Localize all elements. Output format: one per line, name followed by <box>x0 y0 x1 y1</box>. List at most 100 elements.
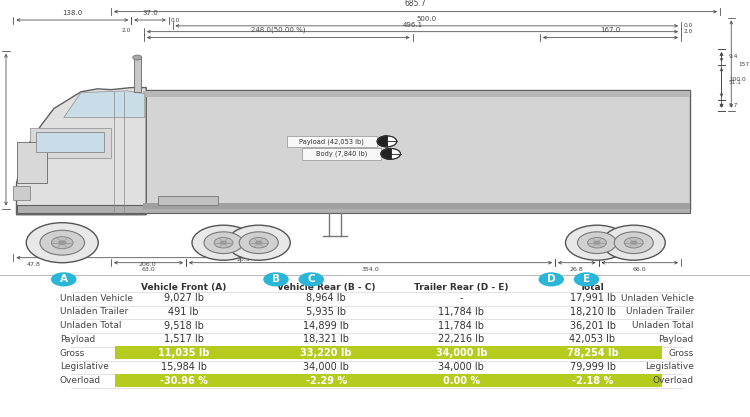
Text: 25.5: 25.5 <box>236 257 250 262</box>
Text: 0.0: 0.0 <box>171 18 180 23</box>
Bar <box>142 91 690 97</box>
Text: 11,784 lb: 11,784 lb <box>438 321 485 331</box>
Text: 2.0: 2.0 <box>122 28 130 33</box>
Bar <box>142 90 690 208</box>
Circle shape <box>574 272 599 286</box>
Text: 33,220 lb: 33,220 lb <box>301 348 352 358</box>
Circle shape <box>538 272 564 286</box>
Circle shape <box>249 237 268 248</box>
Bar <box>142 203 690 208</box>
Text: 34,000 lb: 34,000 lb <box>303 362 350 372</box>
Bar <box>115 374 662 387</box>
Text: 36,201 lb: 36,201 lb <box>569 321 616 331</box>
Text: Unladen Vehicle: Unladen Vehicle <box>60 294 133 303</box>
Text: 167.0: 167.0 <box>600 28 621 33</box>
Text: Vehicle Rear (B - C): Vehicle Rear (B - C) <box>277 283 376 292</box>
Text: -2.29 %: -2.29 % <box>306 376 347 386</box>
Text: C: C <box>308 274 315 284</box>
Text: 34,000 lb: 34,000 lb <box>438 362 485 372</box>
Circle shape <box>214 237 233 248</box>
Text: 18,210 lb: 18,210 lb <box>569 307 616 317</box>
Text: Gross: Gross <box>60 349 86 358</box>
Circle shape <box>220 241 227 245</box>
FancyBboxPatch shape <box>286 136 377 147</box>
Text: 9.4: 9.4 <box>729 55 738 59</box>
Text: 157.1: 157.1 <box>739 62 750 66</box>
Circle shape <box>239 232 278 254</box>
Circle shape <box>578 232 616 254</box>
Text: 496.1: 496.1 <box>403 22 422 28</box>
Text: -30.96 %: -30.96 % <box>160 376 208 386</box>
Text: 66.0: 66.0 <box>633 267 646 272</box>
Text: Overload: Overload <box>60 376 101 385</box>
Text: 9,027 lb: 9,027 lb <box>164 293 204 303</box>
Polygon shape <box>377 136 387 147</box>
Text: 42,053 lb: 42,053 lb <box>569 334 616 344</box>
Text: Unladen Total: Unladen Total <box>632 321 694 330</box>
Text: 100.0: 100.0 <box>729 78 746 82</box>
Circle shape <box>51 272 76 286</box>
Text: 11,035 lb: 11,035 lb <box>158 348 209 358</box>
Polygon shape <box>64 91 145 118</box>
Text: 5.7: 5.7 <box>729 103 738 108</box>
Text: 5,935 lb: 5,935 lb <box>306 307 347 317</box>
Circle shape <box>255 241 262 245</box>
Circle shape <box>40 230 85 255</box>
Bar <box>30 128 111 158</box>
Circle shape <box>624 237 644 248</box>
Text: Unladen Total: Unladen Total <box>60 321 122 330</box>
Text: 11,784 lb: 11,784 lb <box>438 307 485 317</box>
Circle shape <box>602 225 665 260</box>
Text: A: A <box>60 274 68 284</box>
Circle shape <box>204 232 243 254</box>
Text: 51.1: 51.1 <box>729 80 742 85</box>
Bar <box>16 142 46 183</box>
Text: -2.18 %: -2.18 % <box>572 376 614 386</box>
Circle shape <box>587 237 607 248</box>
Text: Legislative: Legislative <box>645 362 694 372</box>
Text: 26.8: 26.8 <box>570 267 584 272</box>
Text: 2.0: 2.0 <box>684 29 693 34</box>
Text: Payload (42,053 lb): Payload (42,053 lb) <box>299 138 364 145</box>
Circle shape <box>227 225 290 260</box>
Text: 17,991 lb: 17,991 lb <box>569 293 616 303</box>
Text: Gross: Gross <box>668 349 694 358</box>
Text: Legislative: Legislative <box>60 362 109 372</box>
Circle shape <box>298 272 324 286</box>
Polygon shape <box>16 88 146 215</box>
Text: 37.0: 37.0 <box>142 10 158 16</box>
Text: Vehicle Front (A): Vehicle Front (A) <box>141 283 226 292</box>
Bar <box>13 186 30 200</box>
Circle shape <box>630 241 638 245</box>
Text: 15,984 lb: 15,984 lb <box>160 362 207 372</box>
Text: 0.00 %: 0.00 % <box>442 376 480 386</box>
Circle shape <box>566 225 628 260</box>
Text: Overload: Overload <box>652 376 694 385</box>
Text: 500.0: 500.0 <box>417 16 436 22</box>
Text: D: D <box>547 274 556 284</box>
Bar <box>134 58 141 92</box>
Text: Unladen Trailer: Unladen Trailer <box>60 307 128 317</box>
Bar <box>158 196 218 205</box>
FancyBboxPatch shape <box>302 148 381 160</box>
Text: -: - <box>460 293 463 303</box>
Text: 491 lb: 491 lb <box>169 307 199 317</box>
Text: Unladen Vehicle: Unladen Vehicle <box>621 294 694 303</box>
Circle shape <box>192 225 255 260</box>
Text: 138.0: 138.0 <box>62 10 82 16</box>
Circle shape <box>58 240 67 245</box>
Text: 8,964 lb: 8,964 lb <box>306 293 346 303</box>
Circle shape <box>381 148 400 159</box>
Circle shape <box>133 55 142 60</box>
Text: 354.0: 354.0 <box>362 267 380 272</box>
Circle shape <box>377 136 397 147</box>
Text: 206.0: 206.0 <box>138 262 156 267</box>
Circle shape <box>263 272 289 286</box>
Text: 63.0: 63.0 <box>142 267 155 272</box>
Text: B: B <box>272 274 280 284</box>
Circle shape <box>26 223 98 263</box>
Text: 34,000 lb: 34,000 lb <box>436 348 487 358</box>
Text: Trailer Rear (D - E): Trailer Rear (D - E) <box>414 283 509 292</box>
Text: Payload: Payload <box>658 335 694 344</box>
Text: Unladen Trailer: Unladen Trailer <box>626 307 694 317</box>
